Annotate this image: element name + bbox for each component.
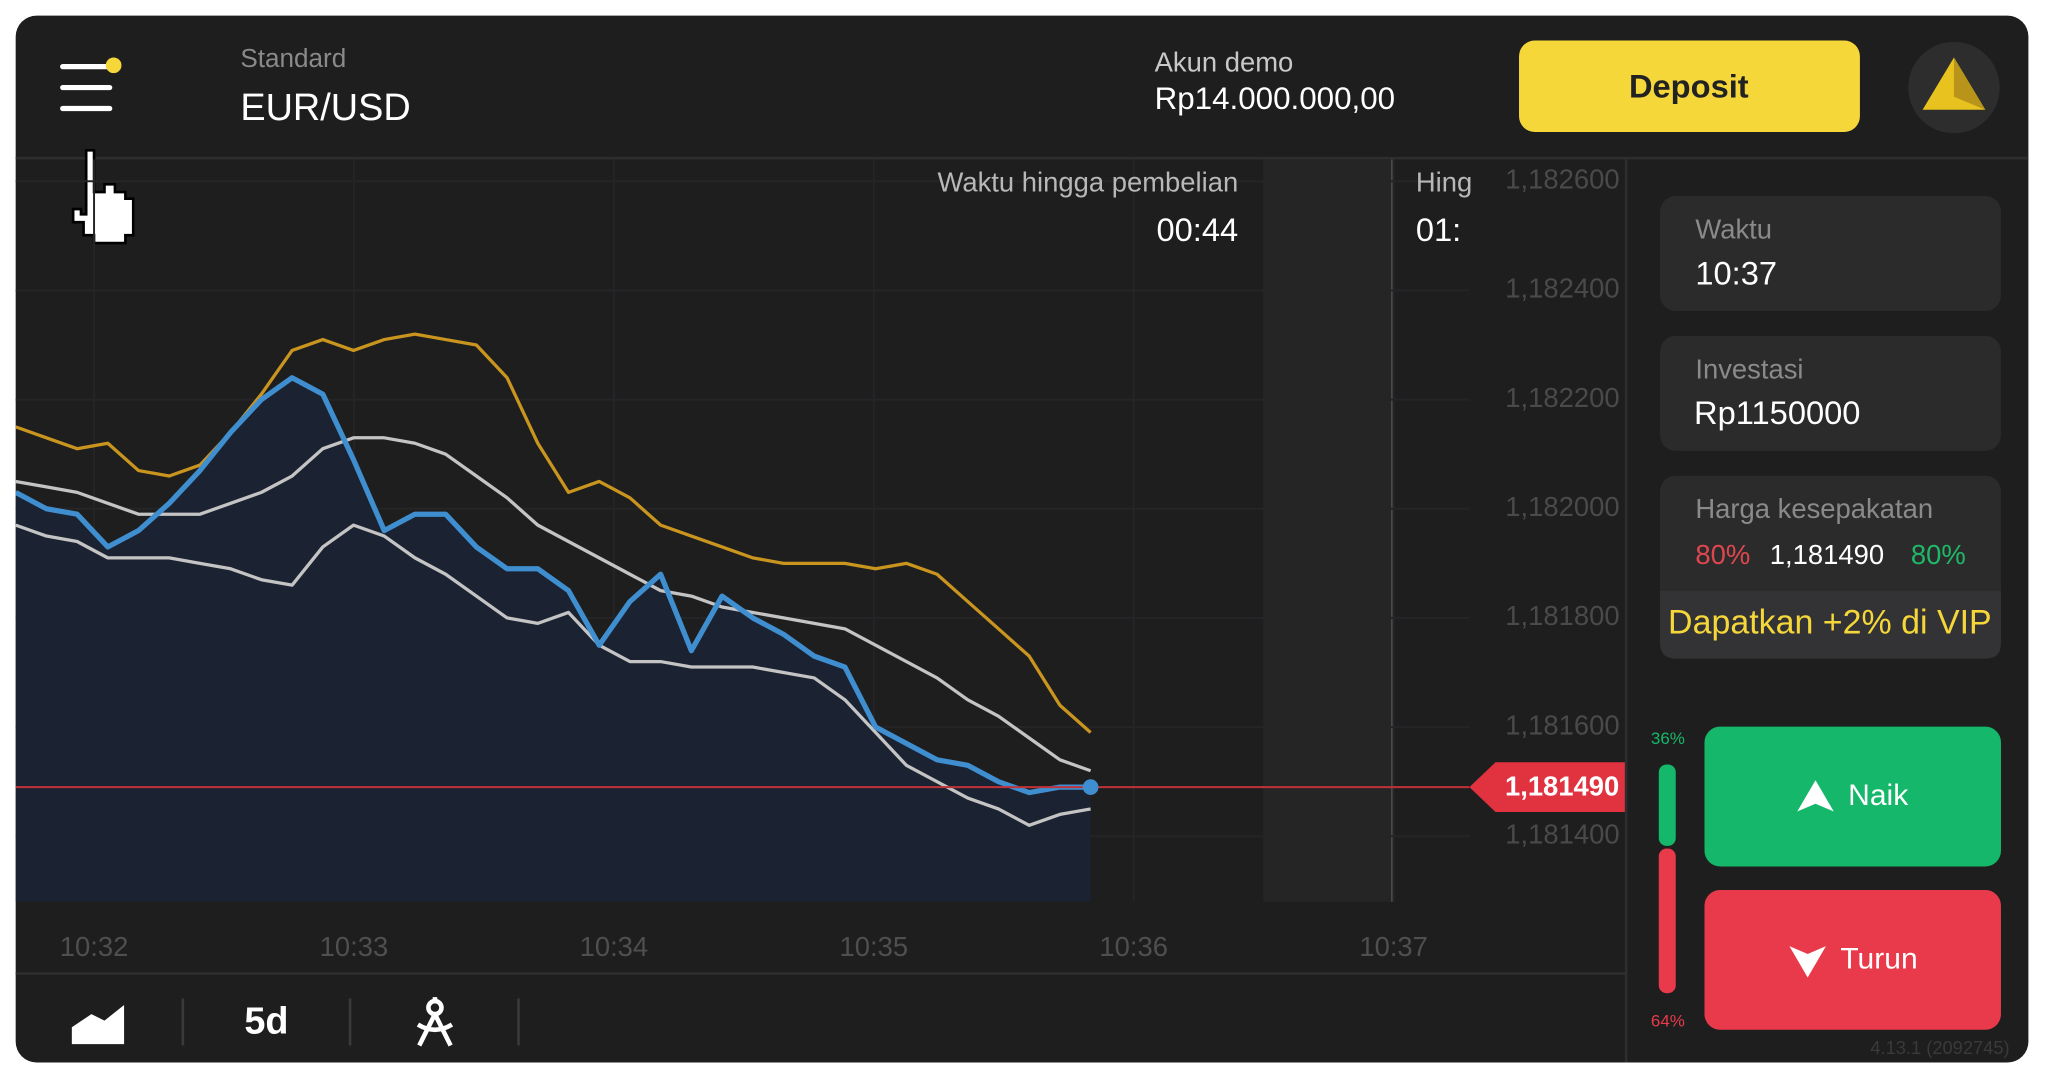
cursor-icon — [71, 148, 135, 245]
expiry-timer-value: 01: — [1416, 211, 1461, 248]
vip-promo[interactable]: Dapatkan +2% di VIP — [1668, 604, 1992, 642]
menu-button[interactable] — [60, 57, 122, 112]
expiry-zone — [1263, 159, 1393, 902]
payout-up: 80% — [1911, 539, 1966, 570]
balance: Rp14.000.000,00 — [1155, 81, 1395, 116]
y-tick-label: 1,182600 — [1505, 164, 1619, 195]
down-label[interactable]: Turun — [1840, 942, 1917, 975]
y-tick-label: 1,181800 — [1505, 600, 1619, 631]
payout-down: 80% — [1695, 539, 1750, 570]
purchase-timer-label: Waktu hingga pembelian — [937, 167, 1238, 198]
sentiment-bar: 36% 64% — [1651, 729, 1685, 1030]
sentiment-up — [1658, 764, 1676, 846]
field-bg — [1660, 335, 2001, 451]
x-tick-label: 10:32 — [60, 931, 129, 962]
menu-bar — [60, 64, 113, 70]
indicator-line — [15, 523, 1091, 827]
x-tick-label: 10:33 — [320, 931, 389, 962]
sentiment-up-label: 36% — [1651, 729, 1685, 748]
y-tick-label: 1,181600 — [1505, 709, 1619, 740]
up-arrow — [1797, 780, 1834, 812]
price-line — [15, 375, 1091, 796]
y-tick-label: 1,182000 — [1505, 491, 1619, 522]
x-tick-label: 10:35 — [839, 931, 908, 962]
x-tick-label: 10:37 — [1359, 931, 1428, 962]
period-button[interactable]: 5d — [244, 1000, 288, 1042]
y-tick-label: 1,182400 — [1505, 273, 1619, 304]
time-field[interactable]: Waktu 10:37 — [1660, 196, 2001, 312]
version: 4.13.1 (2092745) — [1870, 1037, 2009, 1058]
profile-button[interactable] — [1908, 41, 2000, 134]
x-tick-label: 10:34 — [580, 931, 649, 962]
strike-price: 1,181490 — [1770, 539, 1884, 570]
sentiment-down-label: 64% — [1651, 1011, 1685, 1030]
deposit-label[interactable]: Deposit — [1629, 67, 1749, 104]
menu-bar — [60, 84, 113, 91]
expiry-timer-label: Hing — [1416, 167, 1472, 198]
account-label: Akun demo — [1155, 46, 1294, 77]
price-tag-label: 1,181490 — [1505, 771, 1619, 802]
y-tick-label: 1,182200 — [1505, 382, 1619, 413]
vip-band — [1660, 590, 2001, 659]
investment-value: Rp1150000 — [1694, 394, 1860, 431]
deposit-button-bg — [1519, 40, 1860, 132]
time-value: 10:37 — [1695, 254, 1777, 291]
axes: 1,181400 1,181600 1,181800 1,182000 1,182200… — [60, 164, 1627, 962]
investment-field[interactable]: Investasi Rp1150000 — [1660, 335, 2001, 451]
down-button[interactable]: Turun — [1704, 889, 2001, 1030]
down-button-bg — [1704, 889, 2001, 1030]
x-tick-label: 10:36 — [1099, 931, 1168, 962]
down-arrow — [1789, 946, 1826, 978]
purchase-timer-value: 00:44 — [1156, 211, 1238, 248]
account-type: Standard — [240, 43, 346, 73]
up-label[interactable]: Naik — [1848, 779, 1909, 812]
asset-name[interactable]: EUR/USD — [240, 87, 410, 129]
deposit-button[interactable]: Deposit — [1519, 40, 1860, 132]
time-label: Waktu — [1695, 214, 1772, 245]
menu-bar — [60, 105, 113, 112]
field-bg — [1660, 196, 2001, 312]
investment-label: Investasi — [1695, 353, 1803, 384]
up-button[interactable]: Naik — [1704, 726, 2001, 867]
sentiment-down — [1658, 848, 1676, 994]
strike-label: Harga kesepakatan — [1695, 493, 1933, 524]
indicator-line — [15, 332, 1092, 734]
plot — [15, 332, 1470, 902]
indicator-line — [15, 436, 1092, 773]
price-tag — [1469, 762, 1627, 812]
price-area — [15, 377, 1091, 902]
strike-field: Harga kesepakatan 80% 1,181490 80% Dapat… — [1660, 475, 2001, 659]
up-button-bg — [1704, 726, 2001, 867]
chart-type-button[interactable] — [71, 1004, 125, 1045]
indicators-button[interactable] — [416, 997, 454, 1047]
current-point — [1082, 779, 1099, 795]
y-tick-label: 1,181400 — [1505, 818, 1619, 849]
notification-dot — [105, 57, 122, 74]
